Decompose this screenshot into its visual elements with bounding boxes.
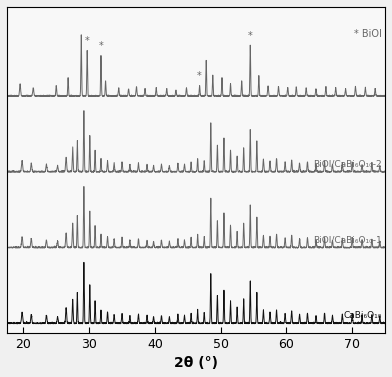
Text: *: * [99,41,103,51]
Text: * BiOI: * BiOI [354,29,382,39]
Text: CaBi₆O₁₀: CaBi₆O₁₀ [343,311,382,320]
X-axis label: 2θ (°): 2θ (°) [174,356,218,370]
Text: *: * [197,71,202,81]
Text: *: * [85,36,89,46]
Text: *: * [248,31,252,41]
Text: BiOI/CaBi₆O₁₀-2: BiOI/CaBi₆O₁₀-2 [313,160,382,169]
Text: BiOI/CaBi₆O₁₀-1: BiOI/CaBi₆O₁₀-1 [313,236,382,245]
